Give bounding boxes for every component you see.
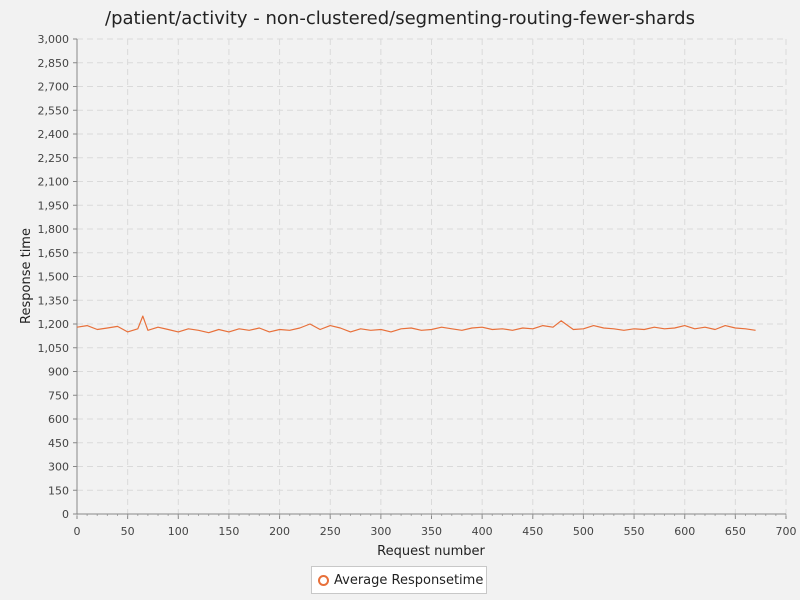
x-tick-label: 700 bbox=[776, 525, 797, 538]
legend-label: Average Responsetime bbox=[334, 572, 484, 588]
grid bbox=[76, 38, 787, 515]
axes bbox=[73, 38, 787, 519]
legend-marker-icon bbox=[318, 574, 329, 586]
y-axis-label: Response time bbox=[19, 228, 34, 324]
y-tick-label: 750 bbox=[48, 389, 69, 402]
y-tick-label: 2,400 bbox=[38, 128, 70, 141]
series-line-0 bbox=[76, 315, 756, 334]
y-tick-label: 1,800 bbox=[38, 223, 70, 236]
x-tick-label: 650 bbox=[725, 525, 746, 538]
series-layer bbox=[76, 315, 756, 334]
x-tick-label: 500 bbox=[573, 525, 594, 538]
x-tick-label: 450 bbox=[522, 525, 543, 538]
y-tick-label: 900 bbox=[48, 366, 69, 379]
x-tick-label: 200 bbox=[269, 525, 290, 538]
y-tick-label: 2,850 bbox=[38, 57, 70, 70]
y-tick-label: 1,500 bbox=[38, 271, 70, 284]
y-tick-label: 0 bbox=[62, 508, 69, 521]
legend: Average Responsetime bbox=[311, 566, 487, 594]
y-tick-label: 150 bbox=[48, 484, 69, 497]
x-tick-label: 550 bbox=[624, 525, 645, 538]
y-tick-label: 1,350 bbox=[38, 294, 70, 307]
x-tick-label: 600 bbox=[674, 525, 695, 538]
x-tick-label: 350 bbox=[421, 525, 442, 538]
x-tick-label: 400 bbox=[472, 525, 493, 538]
y-tick-label: 2,250 bbox=[38, 152, 70, 165]
x-tick-label: 300 bbox=[370, 525, 391, 538]
chart-title: /patient/activity - non-clustered/segmen… bbox=[105, 8, 695, 29]
y-tick-label: 1,650 bbox=[38, 247, 70, 260]
x-tick-label: 0 bbox=[74, 525, 81, 538]
tick-labels: 0 150 300 450 600 750 900 1,050 1,200 1,350 1,500 1… bbox=[38, 33, 797, 538]
y-tick-label: 1,200 bbox=[38, 318, 70, 331]
x-axis-label: Request number bbox=[377, 544, 485, 559]
y-tick-label: 1,050 bbox=[38, 342, 70, 355]
x-tick-label: 150 bbox=[218, 525, 239, 538]
y-tick-label: 600 bbox=[48, 413, 69, 426]
y-tick-label: 3,000 bbox=[38, 33, 70, 46]
x-tick-label: 50 bbox=[121, 525, 135, 538]
y-tick-label: 1,950 bbox=[38, 199, 70, 212]
y-tick-label: 300 bbox=[48, 461, 69, 474]
x-tick-label: 250 bbox=[320, 525, 341, 538]
y-tick-label: 2,550 bbox=[38, 104, 70, 117]
x-tick-label: 100 bbox=[168, 525, 189, 538]
y-tick-label: 2,100 bbox=[38, 176, 70, 189]
y-tick-label: 450 bbox=[48, 437, 69, 450]
y-tick-label: 2,700 bbox=[38, 81, 70, 94]
